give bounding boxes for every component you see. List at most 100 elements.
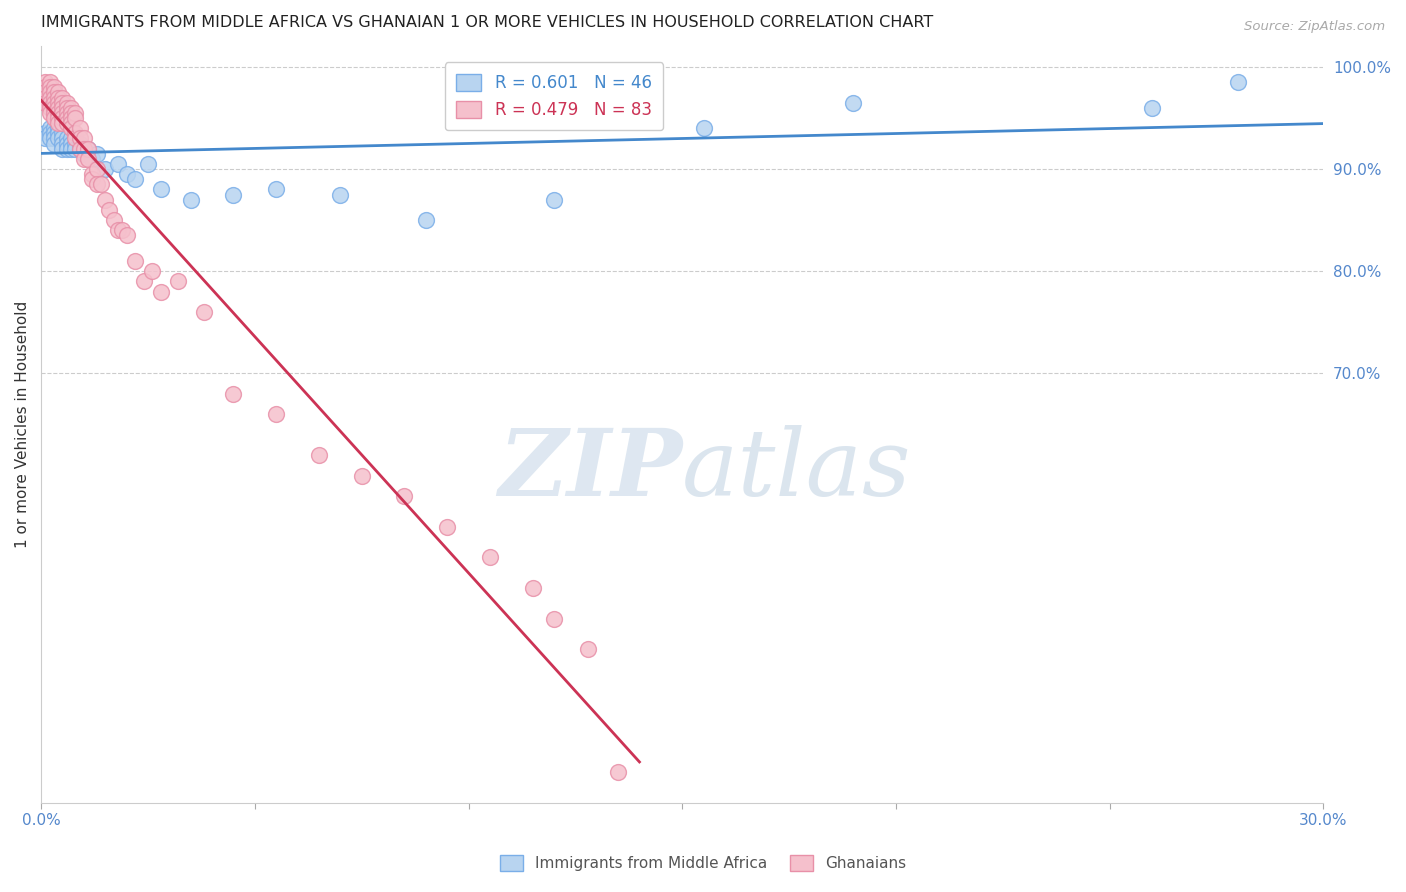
Point bbox=[82, 152, 104, 166]
Point bbox=[65, 136, 87, 151]
Point bbox=[55, 136, 77, 151]
Point bbox=[103, 213, 125, 227]
Point bbox=[34, 126, 56, 140]
Point bbox=[65, 126, 87, 140]
Point bbox=[60, 106, 83, 120]
Point bbox=[32, 86, 55, 100]
Point bbox=[436, 519, 458, 533]
Point bbox=[264, 407, 287, 421]
Point bbox=[167, 275, 190, 289]
Point bbox=[107, 223, 129, 237]
Point bbox=[34, 86, 56, 100]
Point bbox=[51, 126, 73, 140]
Point bbox=[42, 131, 65, 145]
Point bbox=[65, 142, 87, 156]
Point bbox=[51, 116, 73, 130]
Point bbox=[38, 80, 60, 95]
Point bbox=[415, 213, 437, 227]
Point bbox=[46, 90, 69, 104]
Point bbox=[576, 642, 599, 657]
Legend: R = 0.601   N = 46, R = 0.479   N = 83: R = 0.601 N = 46, R = 0.479 N = 83 bbox=[444, 62, 664, 130]
Point bbox=[522, 581, 544, 595]
Point bbox=[46, 126, 69, 140]
Point bbox=[136, 157, 159, 171]
Point bbox=[69, 142, 91, 156]
Point bbox=[38, 90, 60, 104]
Point bbox=[46, 101, 69, 115]
Point bbox=[55, 131, 77, 145]
Point bbox=[42, 80, 65, 95]
Point bbox=[60, 136, 83, 151]
Point bbox=[51, 101, 73, 115]
Point bbox=[394, 489, 416, 503]
Point bbox=[86, 178, 108, 192]
Point bbox=[107, 157, 129, 171]
Point bbox=[77, 152, 100, 166]
Point bbox=[42, 126, 65, 140]
Point bbox=[51, 106, 73, 120]
Point bbox=[111, 223, 134, 237]
Point bbox=[86, 162, 108, 177]
Point bbox=[55, 116, 77, 130]
Point bbox=[77, 142, 100, 156]
Point bbox=[82, 172, 104, 186]
Point bbox=[132, 275, 155, 289]
Point bbox=[842, 95, 865, 110]
Point bbox=[51, 131, 73, 145]
Point bbox=[38, 106, 60, 120]
Point bbox=[38, 126, 60, 140]
Point bbox=[46, 95, 69, 110]
Text: IMMIGRANTS FROM MIDDLE AFRICA VS GHANAIAN 1 OR MORE VEHICLES IN HOUSEHOLD CORREL: IMMIGRANTS FROM MIDDLE AFRICA VS GHANAIA… bbox=[41, 15, 934, 30]
Point bbox=[34, 75, 56, 89]
Point bbox=[38, 86, 60, 100]
Point bbox=[73, 146, 96, 161]
Point bbox=[149, 285, 172, 299]
Point bbox=[65, 106, 87, 120]
Point bbox=[69, 131, 91, 145]
Point bbox=[46, 86, 69, 100]
Point bbox=[34, 95, 56, 110]
Point bbox=[65, 111, 87, 125]
Point bbox=[73, 131, 96, 145]
Point bbox=[222, 387, 245, 401]
Point bbox=[141, 264, 163, 278]
Point bbox=[73, 152, 96, 166]
Point bbox=[42, 101, 65, 115]
Point bbox=[38, 121, 60, 136]
Point bbox=[42, 121, 65, 136]
Point bbox=[193, 305, 215, 319]
Point bbox=[607, 764, 630, 779]
Point bbox=[478, 550, 501, 565]
Point bbox=[34, 80, 56, 95]
Point bbox=[46, 131, 69, 145]
Point bbox=[38, 95, 60, 110]
Point bbox=[692, 121, 714, 136]
Point bbox=[60, 142, 83, 156]
Text: ZIP: ZIP bbox=[498, 425, 682, 515]
Point bbox=[350, 468, 373, 483]
Point bbox=[46, 121, 69, 136]
Point bbox=[51, 142, 73, 156]
Point bbox=[86, 146, 108, 161]
Point bbox=[329, 187, 352, 202]
Text: atlas: atlas bbox=[682, 425, 911, 515]
Point bbox=[90, 178, 112, 192]
Point bbox=[65, 131, 87, 145]
Point bbox=[51, 136, 73, 151]
Point bbox=[60, 116, 83, 130]
Point bbox=[124, 254, 146, 268]
Point bbox=[222, 187, 245, 202]
Point bbox=[42, 95, 65, 110]
Point bbox=[38, 75, 60, 89]
Point bbox=[51, 95, 73, 110]
Point bbox=[34, 131, 56, 145]
Point bbox=[1142, 101, 1164, 115]
Point bbox=[42, 136, 65, 151]
Point bbox=[264, 182, 287, 196]
Point bbox=[55, 106, 77, 120]
Point bbox=[51, 111, 73, 125]
Point bbox=[34, 90, 56, 104]
Point bbox=[77, 142, 100, 156]
Point bbox=[73, 142, 96, 156]
Point bbox=[55, 111, 77, 125]
